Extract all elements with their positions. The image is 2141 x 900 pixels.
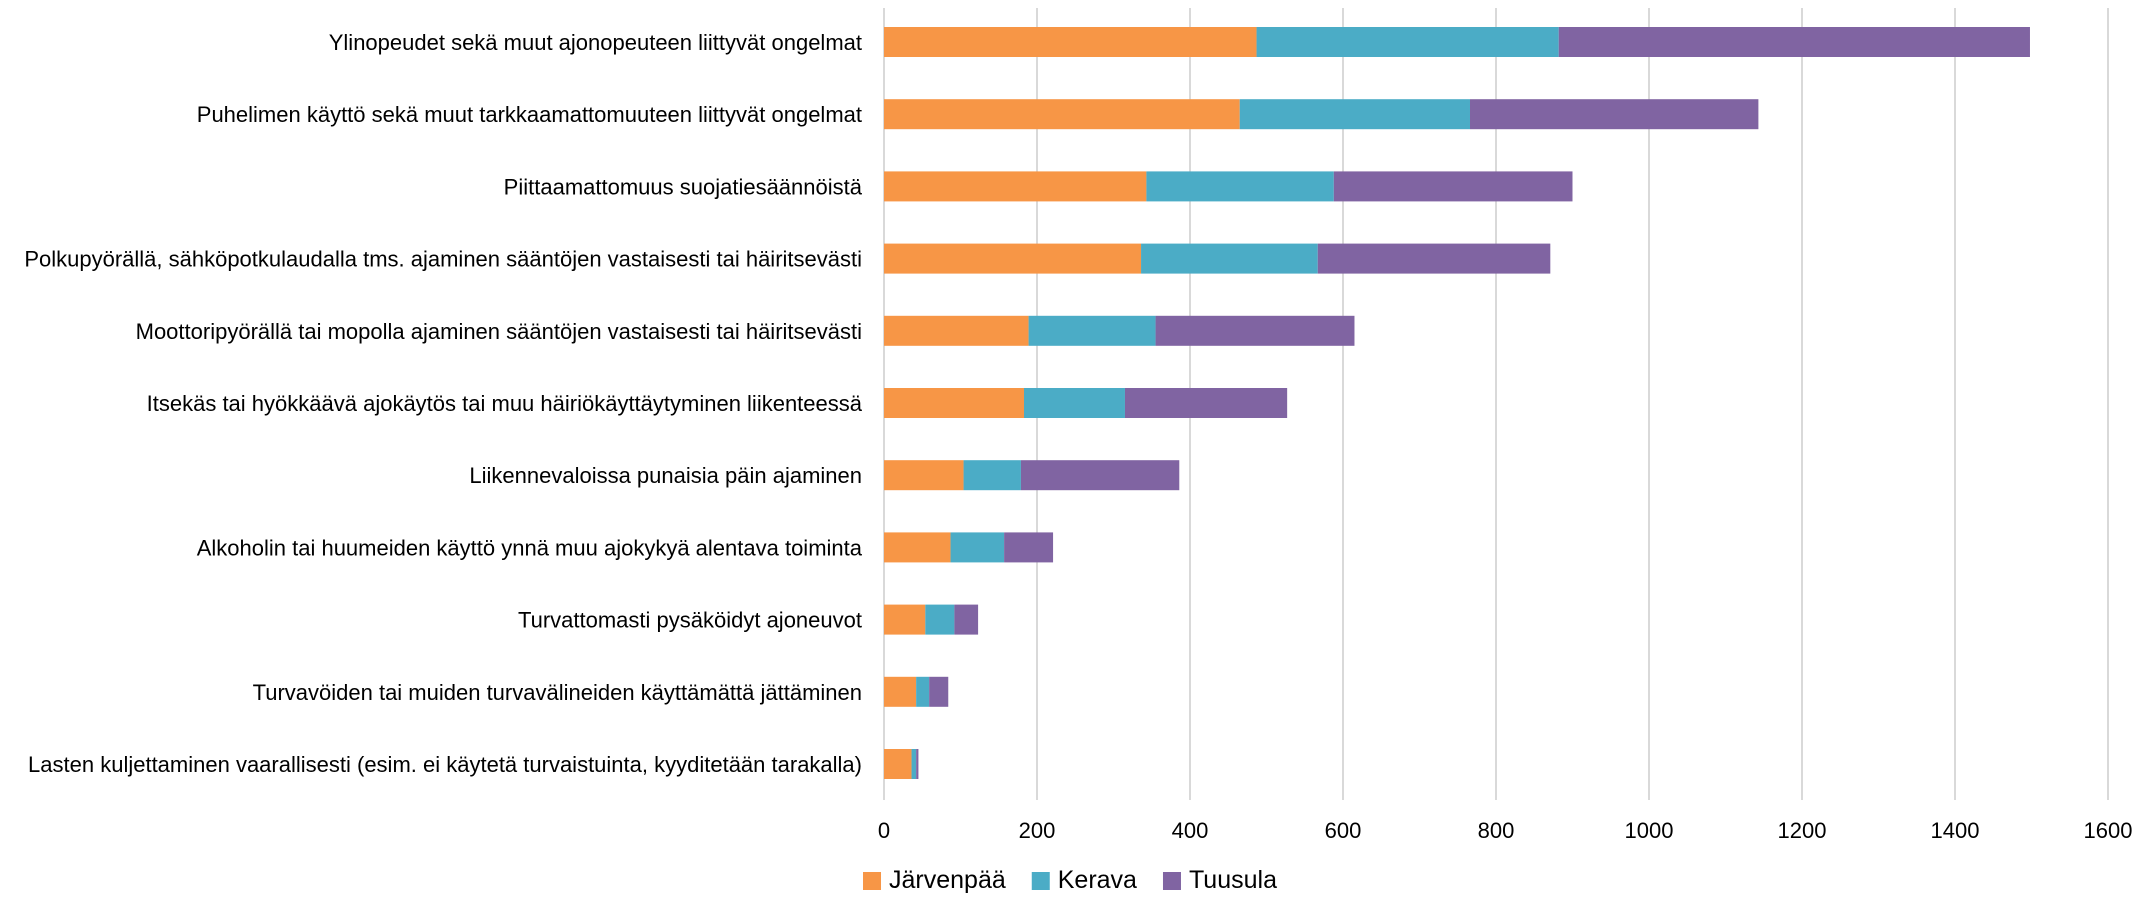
x-tick-label: 400: [1172, 818, 1209, 843]
legend-swatch: [1162, 872, 1181, 890]
category-label: Moottoripyörällä tai mopolla ajaminen sä…: [136, 319, 862, 344]
bar-segment-kerava: [1028, 315, 1156, 346]
legend-label: Järvenpää: [889, 866, 1006, 894]
category-label: Alkoholin tai huumeiden käyttö ynnä muu …: [197, 535, 863, 560]
bar-segment-j-rvenp-: [884, 676, 917, 707]
legend-item: Tuusula: [1162, 866, 1277, 894]
bar-segment-j-rvenp-: [884, 315, 1029, 346]
bar-segment-kerava: [1239, 99, 1470, 130]
bar-segment-j-rvenp-: [884, 749, 912, 779]
legend-item: Järvenpää: [863, 866, 1006, 894]
legend: Järvenpää Kerava Tuusula: [863, 866, 1277, 894]
x-tick-label: 600: [1325, 818, 1362, 843]
bar-segment-j-rvenp-: [884, 604, 926, 635]
x-tick-label: 1600: [2084, 818, 2133, 843]
x-axis-tick-labels: 0 200 400 600 800 1000 1200 1400 1600: [878, 818, 2133, 843]
category-label: Piittaamattomuus suojatiesäännöistä: [504, 174, 863, 199]
legend-label: Tuusula: [1189, 866, 1277, 894]
bar-segment-kerava: [950, 532, 1005, 563]
category-label: Turvattomasti pysäköidyt ajoneuvot: [518, 608, 862, 633]
x-tick-label: 1400: [1931, 818, 1980, 843]
category-label: Polkupyörällä, sähköpotkulaudalla tms. a…: [24, 247, 862, 272]
bar-segment-j-rvenp-: [884, 532, 951, 563]
x-tick-label: 1000: [1625, 818, 1674, 843]
x-tick-label: 0: [878, 818, 890, 843]
bar-segment-tuusula: [929, 676, 949, 707]
bar-segment-j-rvenp-: [884, 99, 1240, 130]
bars: [884, 27, 2030, 779]
bar-segment-tuusula: [1004, 532, 1054, 563]
bar-segment-kerava: [925, 604, 955, 635]
legend-swatch: [1031, 872, 1050, 890]
bar-segment-kerava: [916, 676, 930, 707]
bar-segment-tuusula: [1333, 171, 1573, 202]
bar-segment-j-rvenp-: [884, 243, 1142, 274]
legend-item: Kerava: [1031, 866, 1137, 894]
x-tick-label: 800: [1478, 818, 1515, 843]
bar-segment-kerava: [1146, 171, 1334, 202]
category-label: Ylinopeudet sekä muut ajonopeuteen liitt…: [329, 30, 862, 55]
legend-swatch: [863, 872, 882, 890]
x-tick-label: 1200: [1778, 818, 1827, 843]
category-label: Lasten kuljettaminen vaarallisesti (esim…: [28, 752, 862, 777]
bar-segment-tuusula: [1558, 27, 2030, 57]
category-label: Liikennevaloissa punaisia päin ajaminen: [469, 463, 862, 488]
x-tick-label: 200: [1019, 818, 1056, 843]
bar-segment-kerava: [963, 460, 1021, 491]
bar-segment-j-rvenp-: [884, 388, 1024, 418]
bar-segment-kerava: [1141, 243, 1318, 274]
bar-segment-j-rvenp-: [884, 460, 964, 491]
bar-segment-kerava: [911, 749, 917, 779]
bar-segment-j-rvenp-: [884, 27, 1257, 57]
category-label: Itsekäs tai hyökkäävä ajokäytös tai muu …: [147, 391, 863, 416]
bar-segment-tuusula: [1155, 315, 1355, 346]
bar-segment-j-rvenp-: [884, 171, 1147, 202]
category-labels: Ylinopeudet sekä muut ajonopeuteen liitt…: [24, 30, 862, 777]
category-label: Puhelimen käyttö sekä muut tarkkaamattom…: [197, 102, 862, 127]
bar-segment-tuusula: [954, 604, 979, 635]
bar-segment-tuusula: [1317, 243, 1551, 274]
grid-lines: [883, 8, 2109, 800]
bar-segment-tuusula: [1124, 388, 1288, 418]
bar-segment-tuusula: [1469, 99, 1759, 130]
legend-label: Kerava: [1058, 866, 1137, 894]
bar-segment-kerava: [1023, 388, 1125, 418]
bar-segment-kerava: [1256, 27, 1559, 57]
bar-segment-tuusula: [916, 749, 919, 779]
bar-segment-tuusula: [1020, 460, 1180, 491]
category-label: Turvavöiden tai muiden turvavälineiden k…: [253, 680, 862, 705]
